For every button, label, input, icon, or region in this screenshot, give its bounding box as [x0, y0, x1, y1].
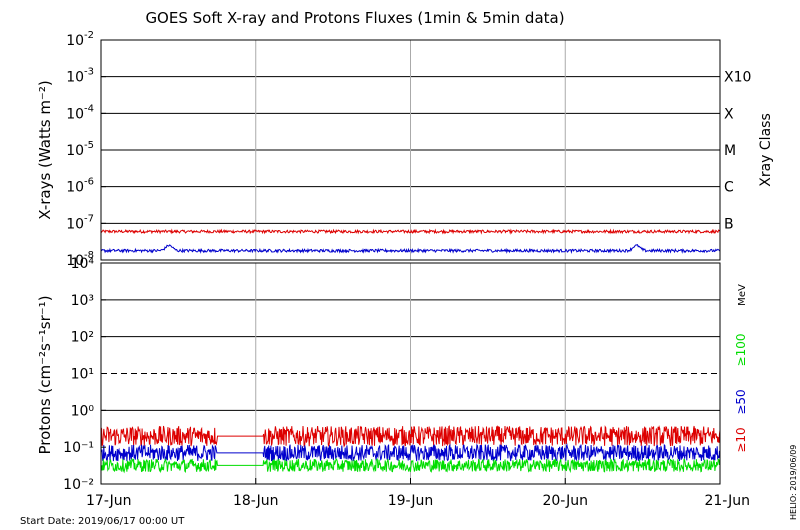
helio-credit-label: HELIO: 2019/06/09: [789, 445, 798, 520]
xray-class-label: C: [724, 180, 734, 196]
proton-series-group: [100, 425, 721, 474]
xray-series-short: [100, 243, 721, 254]
proton-energy-legend: ≥10 ≥50 ≥100: [734, 334, 748, 453]
xray-panel: 10-8 10-7 10-6 10-5 10-4 10-3 10-2 B C M X X10 X-r…: [36, 30, 774, 269]
proton-series: [100, 457, 721, 474]
xray-class-label: X: [724, 106, 734, 122]
xray-y-tick-label: 10-7: [66, 213, 94, 232]
xray-y-tick-labels: 10-8 10-7 10-6 10-5 10-4 10-3 10-2: [66, 30, 106, 269]
proton-y-tick-label: 10³: [71, 293, 94, 309]
proton-y-tick-label: 10⁻¹: [63, 440, 94, 456]
start-date-label: Start Date: 2019/06/17 00:00 UT: [20, 516, 185, 527]
xray-y-tick-label: 10-2: [66, 30, 94, 49]
chart-title: GOES Soft X-ray and Protons Fluxes (1min…: [145, 9, 564, 27]
xray-y-tick-label: 10-6: [66, 177, 94, 196]
proton-legend-label: ≥100: [734, 334, 748, 367]
x-tick-label: 19-Jun: [388, 493, 434, 509]
x-tick-labels: 17-Jun 18-Jun 19-Jun 20-Jun 21-Jun: [86, 478, 750, 509]
xray-class-axis-title: Xray Class: [758, 113, 774, 187]
proton-y-tick-label: 10⁴: [71, 256, 95, 272]
xray-y-axis-label: X-rays (Watts m⁻²): [36, 80, 54, 219]
xray-y-tick-label: 10-8: [66, 250, 94, 269]
xray-series-group: [100, 228, 721, 254]
x-tick-label: 18-Jun: [233, 493, 279, 509]
proton-y-tick-label: 10¹: [71, 367, 94, 383]
proton-panel: 10⁻² 10⁻¹ 10⁰ 10¹ 10² 10³ 10⁴ ≥10 ≥50 ≥100 MeV P…: [36, 256, 748, 493]
proton-y-tick-label: 10⁻²: [63, 477, 94, 493]
xray-series-long: [100, 228, 721, 235]
proton-y-tick-label: 10²: [71, 330, 94, 346]
proton-series: [100, 425, 721, 448]
x-tick-label: 20-Jun: [542, 493, 588, 509]
x-tick-label: 17-Jun: [86, 493, 132, 509]
xray-y-tick-label: 10-5: [66, 140, 94, 159]
x-tick-label: 21-Jun: [704, 493, 750, 509]
proton-y-tick-label: 10⁰: [71, 403, 95, 419]
proton-series: [100, 442, 721, 463]
proton-legend-label: ≥50: [734, 389, 748, 414]
xray-class-label: B: [724, 216, 734, 232]
xray-class-label: X10: [724, 70, 751, 86]
proton-y-axis-label: Protons (cm⁻²s⁻¹sr⁻¹): [36, 295, 54, 454]
proton-y-tick-labels: 10⁻² 10⁻¹ 10⁰ 10¹ 10² 10³ 10⁴: [63, 256, 106, 493]
xray-y-tick-label: 10-4: [66, 103, 94, 122]
xray-class-labels: B C M X X10: [724, 70, 751, 233]
proton-energy-unit: MeV: [737, 284, 748, 306]
xray-y-tick-label: 10-3: [66, 67, 94, 86]
xray-day-gridlines: [255, 40, 566, 260]
xray-class-label: M: [724, 143, 736, 159]
proton-legend-label: ≥10: [734, 427, 748, 452]
